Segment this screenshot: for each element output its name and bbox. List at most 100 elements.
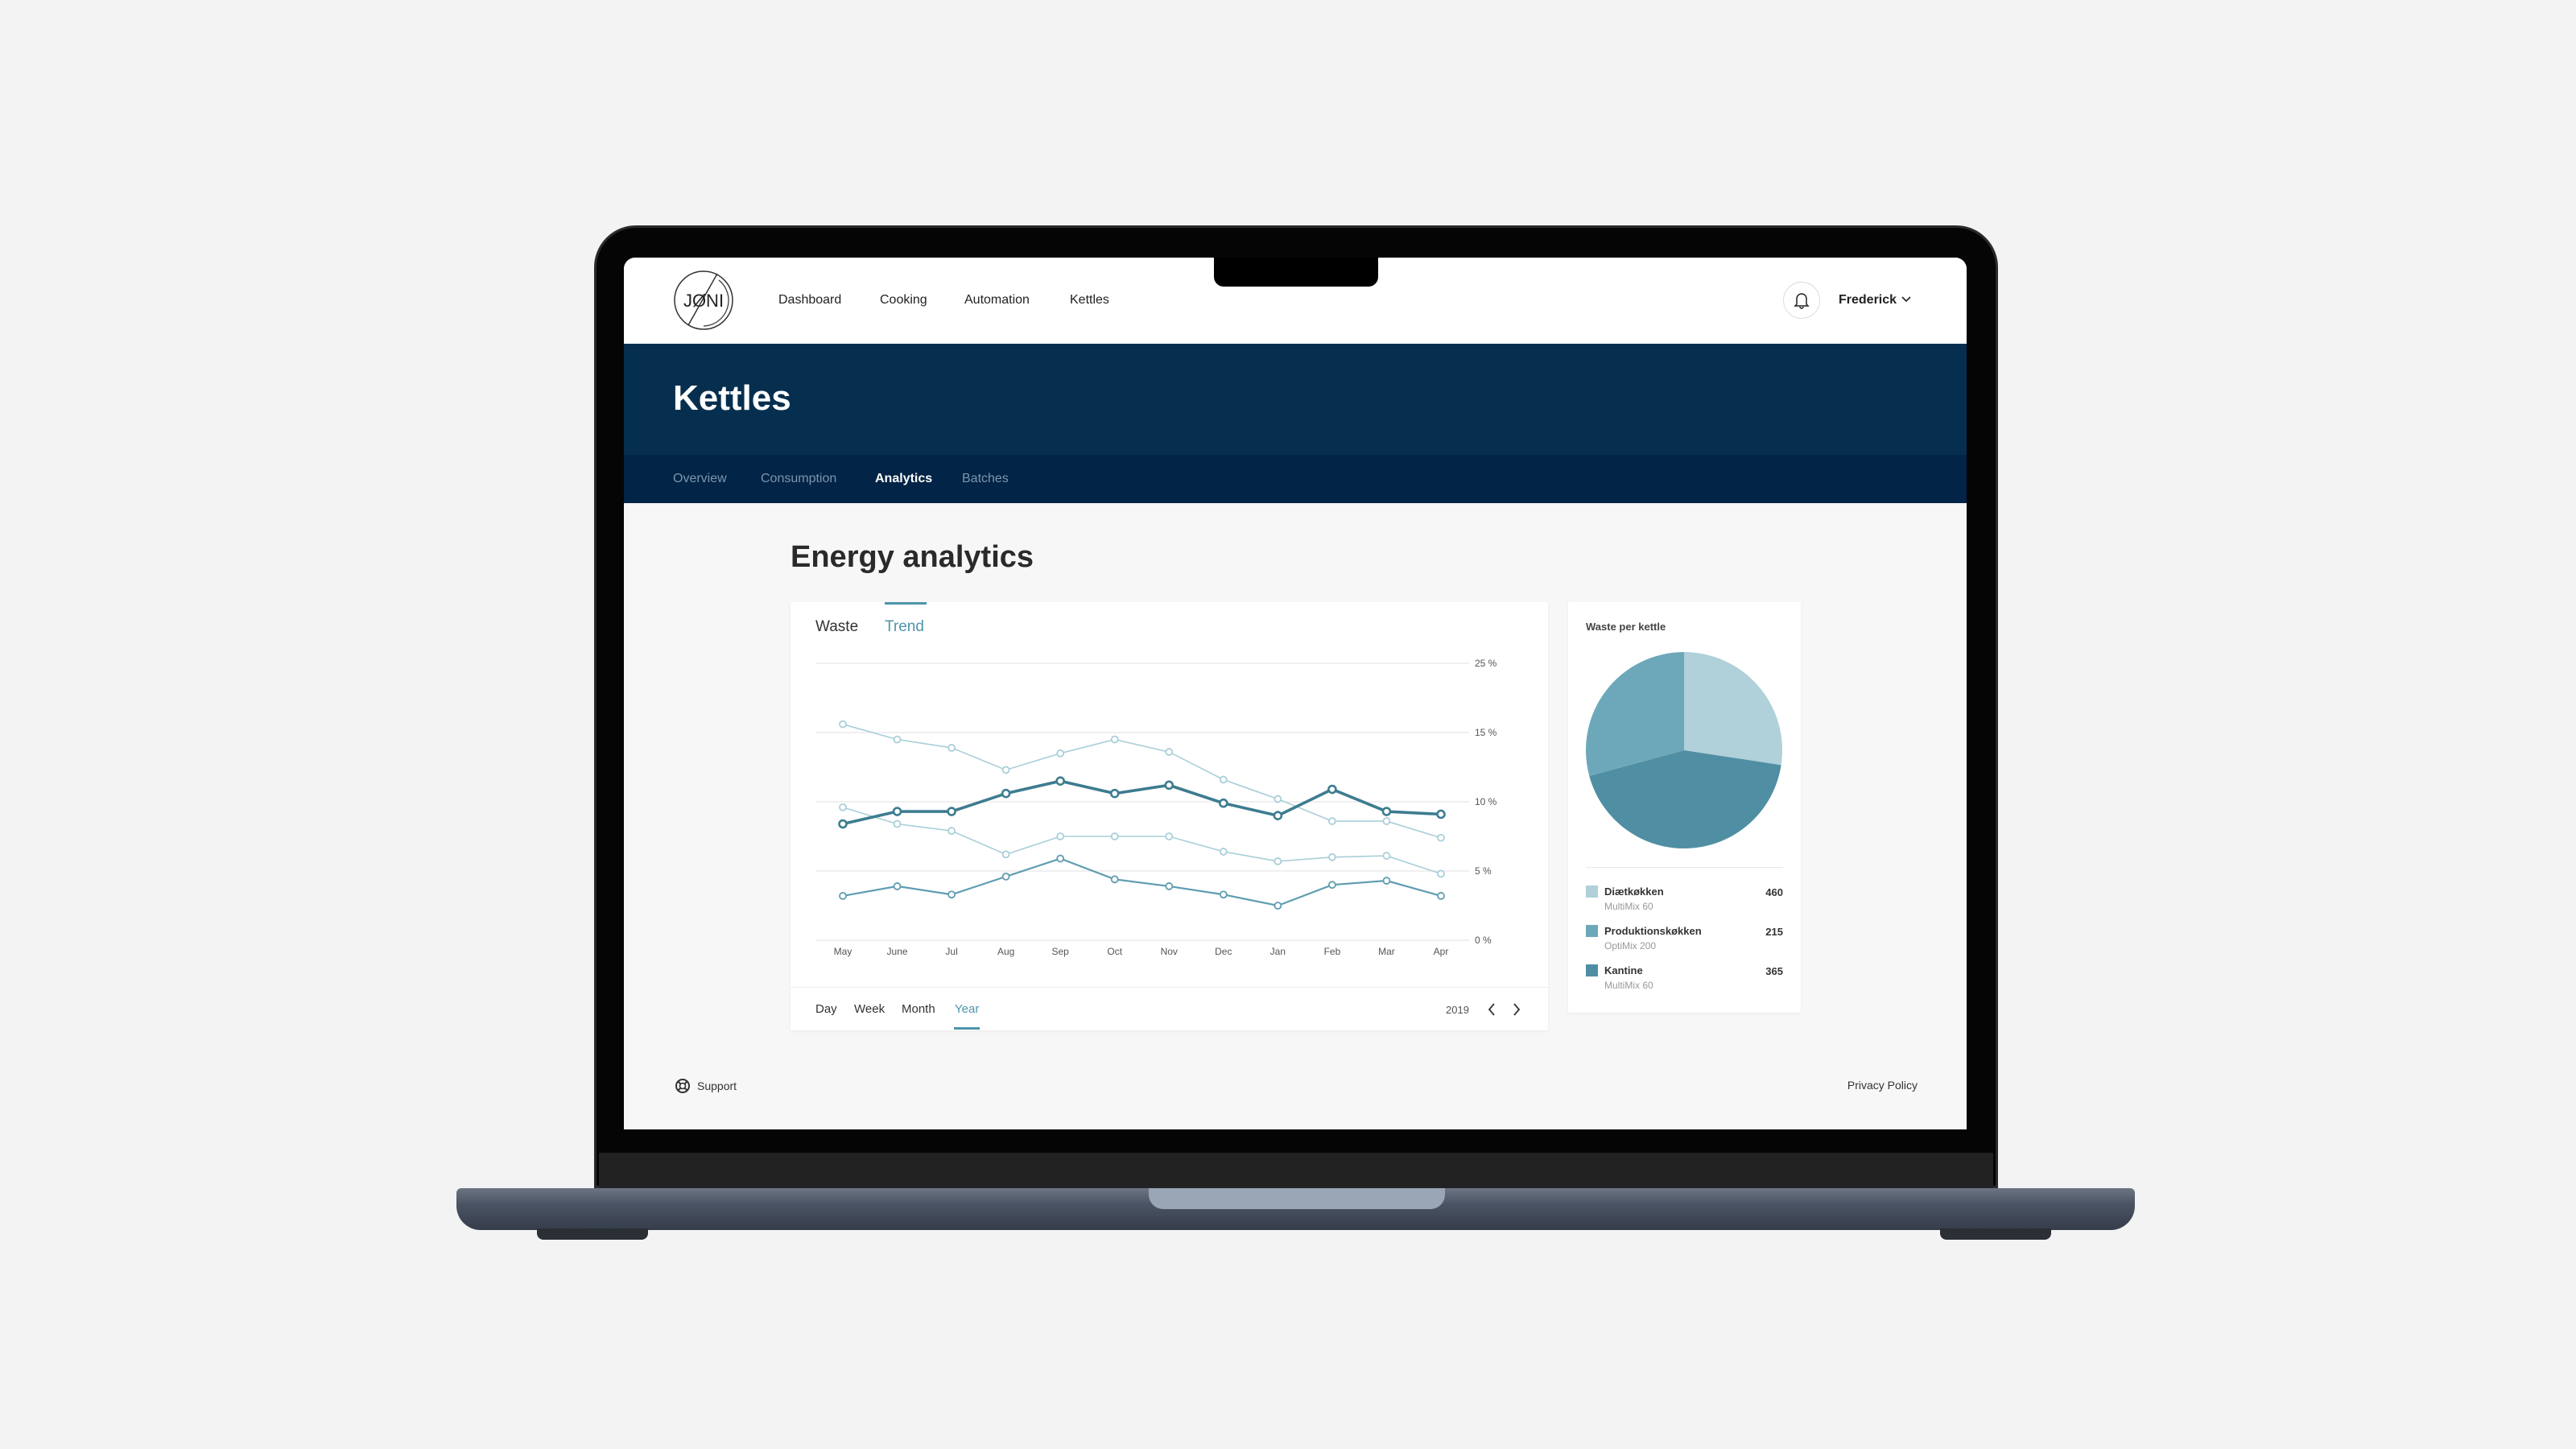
nav-cooking[interactable]: Cooking xyxy=(880,293,927,307)
series-line-1 xyxy=(842,723,1442,839)
pie-title: Waste per kettle xyxy=(1586,621,1666,633)
data-point[interactable] xyxy=(1273,811,1283,821)
support-label: Support xyxy=(697,1080,737,1092)
tab-overview[interactable]: Overview xyxy=(673,472,727,485)
notifications-button[interactable] xyxy=(1783,282,1820,319)
y-tick-label: 5 % xyxy=(1475,865,1492,877)
tab-consumption[interactable]: Consumption xyxy=(761,472,837,485)
trend-chart-card xyxy=(791,602,1548,1030)
data-point[interactable] xyxy=(1165,832,1174,840)
data-point[interactable] xyxy=(1437,869,1445,878)
period-day[interactable]: Day xyxy=(815,1002,837,1016)
legend-model: MultiMix 60 xyxy=(1604,901,1653,912)
y-tick-label: 10 % xyxy=(1475,796,1497,807)
data-point[interactable] xyxy=(1274,795,1282,803)
data-point[interactable] xyxy=(839,803,847,811)
next-icon[interactable] xyxy=(1509,1001,1524,1018)
data-point[interactable] xyxy=(1437,892,1445,900)
data-point[interactable] xyxy=(1274,857,1282,865)
data-point[interactable] xyxy=(1110,735,1119,744)
tab-waste[interactable]: Waste xyxy=(815,618,859,635)
data-point[interactable] xyxy=(838,819,848,829)
tab-trend[interactable]: Trend xyxy=(885,618,924,635)
data-point[interactable] xyxy=(1165,882,1174,890)
data-point[interactable] xyxy=(947,807,956,816)
period-month[interactable]: Month xyxy=(902,1002,935,1016)
data-point[interactable] xyxy=(1328,817,1336,825)
camera-notch xyxy=(1214,258,1378,287)
legend-value: 460 xyxy=(1765,886,1783,898)
period-week[interactable]: Week xyxy=(854,1002,886,1016)
data-point[interactable] xyxy=(1110,875,1119,884)
data-point[interactable] xyxy=(1056,832,1065,840)
series-line-3 xyxy=(842,857,1442,907)
data-point[interactable] xyxy=(1382,817,1391,825)
svg-text:JØNI: JØNI xyxy=(683,291,724,311)
data-point[interactable] xyxy=(893,735,902,744)
data-point[interactable] xyxy=(1056,749,1065,758)
data-point[interactable] xyxy=(1381,807,1392,816)
data-point[interactable] xyxy=(1109,788,1120,799)
data-point[interactable] xyxy=(1328,881,1336,890)
data-point[interactable] xyxy=(1274,902,1282,910)
data-point[interactable] xyxy=(839,892,847,900)
data-point[interactable] xyxy=(1001,850,1010,859)
data-point[interactable] xyxy=(1001,872,1010,881)
y-tick-label: 25 % xyxy=(1475,658,1497,669)
x-tick-label: May xyxy=(834,946,852,957)
pie-chart xyxy=(1586,652,1782,848)
user-menu[interactable]: Frederick xyxy=(1839,293,1912,308)
data-point[interactable] xyxy=(947,827,956,836)
pie-slice[interactable] xyxy=(1586,652,1684,776)
data-point[interactable] xyxy=(1219,775,1228,784)
previous-icon[interactable] xyxy=(1484,1001,1499,1018)
data-point[interactable] xyxy=(1001,766,1010,774)
x-tick-label: Jul xyxy=(945,946,957,957)
legend-model: OptiMix 200 xyxy=(1604,940,1657,952)
data-point[interactable] xyxy=(1219,890,1228,899)
data-point[interactable] xyxy=(947,744,956,752)
data-point[interactable] xyxy=(1165,748,1174,756)
x-tick-label: Aug xyxy=(997,946,1014,957)
data-point[interactable] xyxy=(1327,784,1337,795)
page-heading: Kettles xyxy=(673,378,791,418)
support-link[interactable]: Support xyxy=(675,1078,737,1094)
nav-kettles[interactable]: Kettles xyxy=(1070,293,1109,307)
data-point[interactable] xyxy=(839,720,847,729)
privacy-policy-link[interactable]: Privacy Policy xyxy=(1847,1079,1918,1092)
series-line-2 xyxy=(842,807,1442,875)
logo[interactable]: JØNI xyxy=(672,269,735,332)
data-point[interactable] xyxy=(1056,854,1065,863)
data-point[interactable] xyxy=(1110,832,1119,840)
laptop-foot xyxy=(537,1228,648,1240)
pie-slice[interactable] xyxy=(1684,652,1782,766)
section-title: Energy analytics xyxy=(791,540,1034,574)
data-point[interactable] xyxy=(893,882,902,890)
data-point[interactable] xyxy=(1001,788,1011,799)
pie-slice[interactable] xyxy=(1589,750,1781,848)
year-label: 2019 xyxy=(1446,1004,1469,1016)
data-point[interactable] xyxy=(1055,776,1065,786)
data-point[interactable] xyxy=(893,819,902,828)
data-point[interactable] xyxy=(1382,877,1391,885)
tab-analytics[interactable]: Analytics xyxy=(875,472,933,485)
laptop-base-notch xyxy=(1149,1188,1445,1209)
active-tab-indicator xyxy=(885,602,927,605)
data-point[interactable] xyxy=(1219,848,1228,856)
tab-batches[interactable]: Batches xyxy=(962,472,1009,485)
lifebuoy-icon xyxy=(675,1079,690,1093)
legend-name: Kantine xyxy=(1604,964,1643,976)
nav-dashboard[interactable]: Dashboard xyxy=(778,293,842,307)
legend-model: MultiMix 60 xyxy=(1604,980,1653,991)
data-point[interactable] xyxy=(1164,780,1174,791)
data-point[interactable] xyxy=(1437,833,1445,842)
nav-automation[interactable]: Automation xyxy=(964,293,1030,307)
period-year[interactable]: Year xyxy=(955,1002,980,1016)
data-point[interactable] xyxy=(1382,852,1391,860)
data-point[interactable] xyxy=(1436,809,1446,819)
data-point[interactable] xyxy=(892,807,902,816)
data-point[interactable] xyxy=(947,890,956,899)
divider xyxy=(791,987,1548,988)
data-point[interactable] xyxy=(1328,852,1336,861)
data-point[interactable] xyxy=(1219,798,1228,808)
